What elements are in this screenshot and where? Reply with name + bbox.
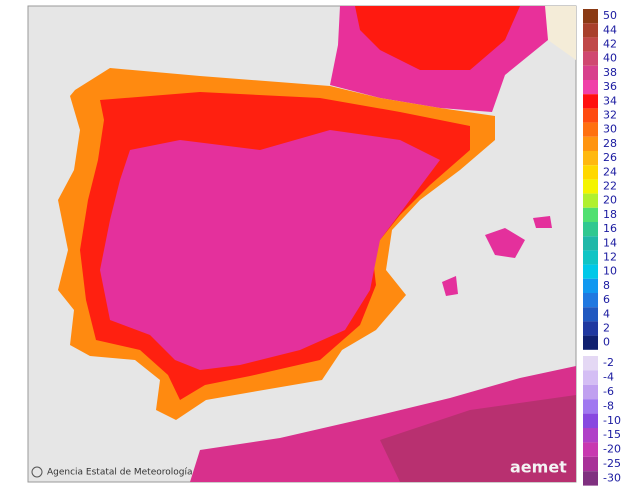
legend-label: 20 [603,194,617,207]
legend-swatch [583,207,598,222]
legend-swatch [583,250,598,265]
legend-swatch [583,307,598,322]
island-ibiza [442,276,458,296]
legend-swatch [583,37,598,52]
legend-swatch [583,151,598,166]
legend-label: 26 [603,151,617,164]
legend-swatch [583,236,598,251]
logo: aemet [510,458,567,477]
legend-label: -15 [603,428,621,441]
legend-swatch [583,384,598,400]
legend-swatch [583,65,598,80]
legend-swatch [583,428,598,443]
legend-label: 6 [603,293,610,306]
legend-swatch [583,179,598,194]
france-hot [355,6,520,70]
map [58,6,576,482]
legend-label: 50 [603,9,617,22]
legend-swatch [583,321,598,336]
credit-logo [31,466,43,478]
legend-swatch [583,165,598,180]
island-menorca [533,216,552,228]
legend-swatch [583,370,598,385]
legend-label: 4 [603,307,610,320]
legend-swatch [583,471,598,486]
legend-swatch [583,222,598,237]
legend-label: 30 [603,123,617,136]
legend-label: 22 [603,180,617,193]
legend-label: 32 [603,109,617,122]
legend-swatch [583,293,598,308]
legend-swatch [583,136,598,151]
island-mallorca [485,228,525,258]
legend-label: 2 [603,322,610,335]
legend-swatch [583,442,598,457]
iberia-core [100,130,440,370]
legend-label: -2 [603,356,614,369]
legend-label: 14 [603,236,617,249]
legend-swatch [583,23,598,38]
africa-mountains [380,395,576,482]
legend-label: -10 [603,414,621,427]
legend-swatch [583,356,598,371]
legend-label: 38 [603,66,617,79]
legend-label: 40 [603,52,617,65]
legend-swatch [583,456,598,472]
legend-swatch [583,413,598,428]
legend-label: -20 [603,443,621,456]
legend-swatch [583,94,598,109]
legend-swatch [583,264,598,279]
legend-label: 44 [603,23,617,36]
legend-swatch [583,278,598,293]
legend-label: -4 [603,371,614,384]
legend-label: 34 [603,94,617,107]
legend-label: -30 [603,471,621,484]
legend-label: 12 [603,251,617,264]
legend-label: -8 [603,399,614,412]
legend-swatch [583,108,598,123]
legend: 5044424038363432302826242220181614121086… [583,9,621,486]
land-italy [545,6,576,60]
legend-swatch [583,399,598,414]
legend-label: 10 [603,265,617,278]
legend-swatch [583,122,598,137]
legend-label: 28 [603,137,617,150]
legend-swatch [583,335,598,350]
legend-swatch [583,51,598,66]
legend-label: 8 [603,279,610,292]
credit: Agencia Estatal de Meteorología [47,468,193,478]
legend-label: 18 [603,208,617,221]
legend-swatch [583,9,598,24]
legend-label: 16 [603,222,617,235]
legend-label: -6 [603,385,614,398]
legend-swatch [583,80,598,95]
legend-label: 24 [603,165,617,178]
legend-label: 36 [603,80,617,93]
legend-swatch [583,193,598,208]
legend-label: 42 [603,38,617,51]
legend-label: 0 [603,336,610,349]
legend-label: -25 [603,457,621,470]
